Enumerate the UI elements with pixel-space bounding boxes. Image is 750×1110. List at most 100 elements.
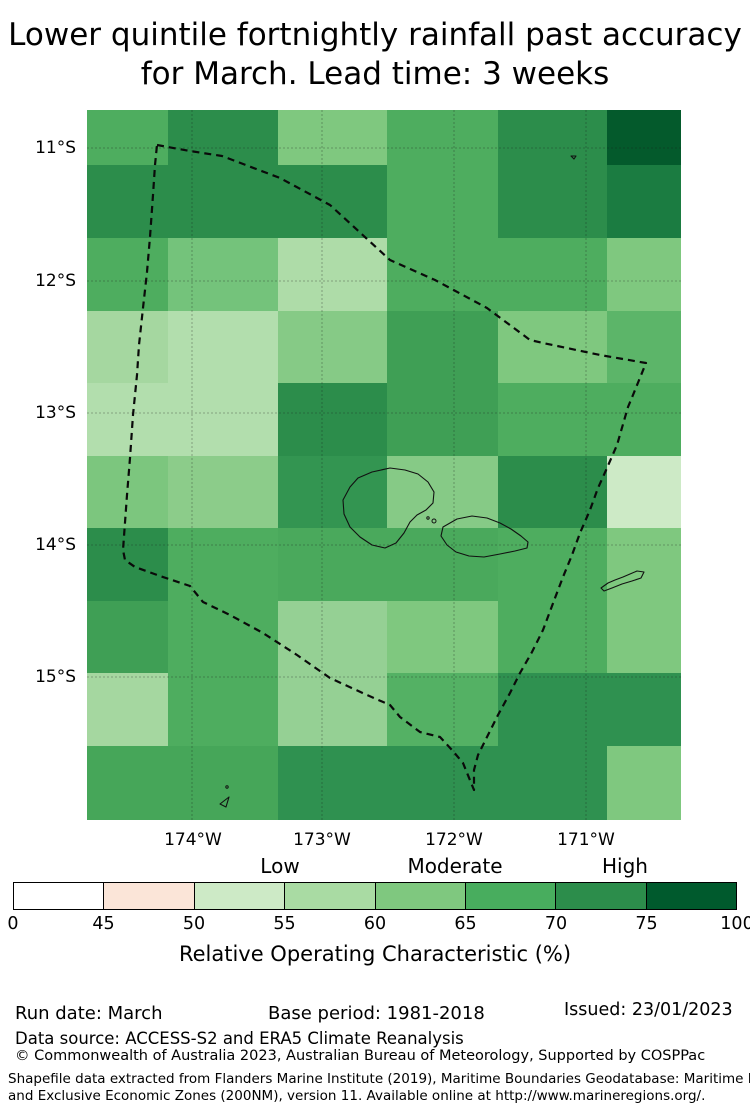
heatmap-cell: [87, 601, 169, 674]
footer-base-period: Base period: 1981-2018: [268, 1003, 485, 1024]
heatmap-cell: [168, 456, 279, 529]
colorbar: [13, 882, 737, 910]
heatmap-cell: [278, 238, 388, 312]
heatmap-cell: [278, 165, 388, 239]
heatmap-cell: [607, 456, 681, 529]
colorbar-title: Relative Operating Characteristic (%): [178, 942, 572, 966]
x-tick-174w: 174°W: [164, 830, 222, 850]
colorbar-segment: [646, 883, 736, 909]
colorbar-tick-label: 65: [454, 914, 477, 934]
colorbar-tick-label: 100: [720, 914, 750, 934]
heatmap-cell: [607, 110, 681, 166]
heatmap-cell: [278, 456, 388, 529]
footer-shapefile-attribution-line2: and Exclusive Economic Zones (200NM), ve…: [8, 1088, 706, 1104]
y-tick-14s: 14°S: [35, 535, 76, 555]
y-tick-13s: 13°S: [35, 403, 76, 423]
footer-issued-date: Issued: 23/01/2023: [564, 1000, 733, 1020]
y-tick-11s: 11°S: [35, 138, 76, 158]
heatmap-cell: [387, 601, 499, 674]
heatmap-cell: [498, 110, 608, 166]
heatmap-cell: [607, 673, 681, 747]
heatmap-cell: [87, 528, 169, 602]
eez-boundary: [121, 143, 648, 792]
x-tick-173w: 173°W: [293, 830, 351, 850]
colorbar-zone-high: High: [602, 854, 648, 878]
heatmap-cell: [387, 746, 499, 820]
heatmap-cell: [87, 311, 169, 384]
heatmap-cell: [278, 383, 388, 457]
roc-heatmap-map: [87, 110, 681, 820]
x-tick-172w: 172°W: [425, 830, 483, 850]
heatmap-cell: [168, 673, 279, 747]
heatmap-cell: [87, 673, 169, 747]
colorbar-tick-label: 50: [182, 914, 206, 934]
heatmap-cell: [607, 165, 681, 239]
heatmap-cell: [387, 110, 499, 166]
heatmap-cell: [498, 746, 608, 820]
heatmap-cell: [498, 601, 608, 674]
chart-title-line1: Lower quintile fortnightly rainfall past…: [8, 17, 742, 53]
heatmap-cell: [168, 165, 279, 239]
heatmap-cell: [498, 456, 608, 529]
heatmap-cell: [168, 383, 279, 457]
heatmap-cell: [278, 311, 388, 384]
chart-title-line2: for March. Lead time: 3 weeks: [140, 56, 610, 92]
colorbar-zone-low: Low: [260, 854, 300, 878]
heatmap-cell: [387, 673, 499, 747]
heatmap-cell: [387, 456, 499, 529]
colorbar-zone-moderate: Moderate: [407, 854, 503, 878]
heatmap-cell: [607, 528, 681, 602]
heatmap-cell: [87, 746, 169, 820]
footer-run-date: Run date: March: [15, 1003, 163, 1024]
heatmap-cell: [498, 528, 608, 602]
colorbar-segment: [375, 883, 466, 909]
heatmap-cell: [607, 383, 681, 457]
colorbar-tick-label: 75: [635, 914, 658, 934]
heatmap-cell: [498, 165, 608, 239]
heatmap-cell: [498, 238, 608, 312]
island-outline-niuatoputapu: [219, 796, 230, 808]
heatmap-cell: [498, 383, 608, 457]
island-dot: [426, 516, 430, 520]
colorbar-segment: [285, 883, 376, 909]
heatmap-cell: [278, 110, 388, 166]
y-tick-12s: 12°S: [35, 271, 76, 291]
island-outline-upolu: [440, 515, 529, 558]
footer-shapefile-attribution-line1: Shapefile data extracted from Flanders M…: [8, 1071, 750, 1087]
colorbar-segment: [104, 883, 195, 909]
heatmap-cell: [607, 311, 681, 384]
heatmap-cell: [607, 746, 681, 820]
x-tick-171w: 171°W: [557, 830, 615, 850]
island-dot: [431, 518, 437, 524]
island-outline-savaii: [342, 467, 435, 549]
heatmap-cell: [87, 238, 169, 312]
heatmap-cell: [278, 746, 388, 820]
heatmap-cell: [607, 238, 681, 312]
heatmap-cell: [87, 165, 169, 239]
y-tick-15s: 15°S: [35, 667, 76, 687]
heatmap-cell: [87, 456, 169, 529]
heatmap-cell: [498, 311, 608, 384]
heatmap-cell: [278, 601, 388, 674]
heatmap-cell: [87, 383, 169, 457]
colorbar-tick-label: 60: [363, 914, 387, 934]
heatmap-cell: [387, 165, 499, 239]
island-outline-tutuila: [600, 570, 645, 592]
colorbar-tick-label: 0: [7, 914, 19, 934]
colorbar-segment: [465, 883, 557, 909]
chart-title: Lower quintile fortnightly rainfall past…: [8, 16, 742, 94]
heatmap-cell: [387, 238, 499, 312]
colorbar-segment: [14, 883, 105, 909]
footer-copyright: © Commonwealth of Australia 2023, Austra…: [15, 1048, 706, 1064]
heatmap-cell: [607, 601, 681, 674]
heatmap-cell: [278, 673, 388, 747]
colorbar-segment: [194, 883, 286, 909]
heatmap-cell: [168, 528, 279, 602]
island-dot: [225, 785, 229, 789]
heatmap-cell: [168, 601, 279, 674]
heatmap-cell: [168, 746, 279, 820]
heatmap-cell: [387, 528, 499, 602]
colorbar-tick-label: 70: [544, 914, 568, 934]
heatmap-cell: [387, 383, 499, 457]
